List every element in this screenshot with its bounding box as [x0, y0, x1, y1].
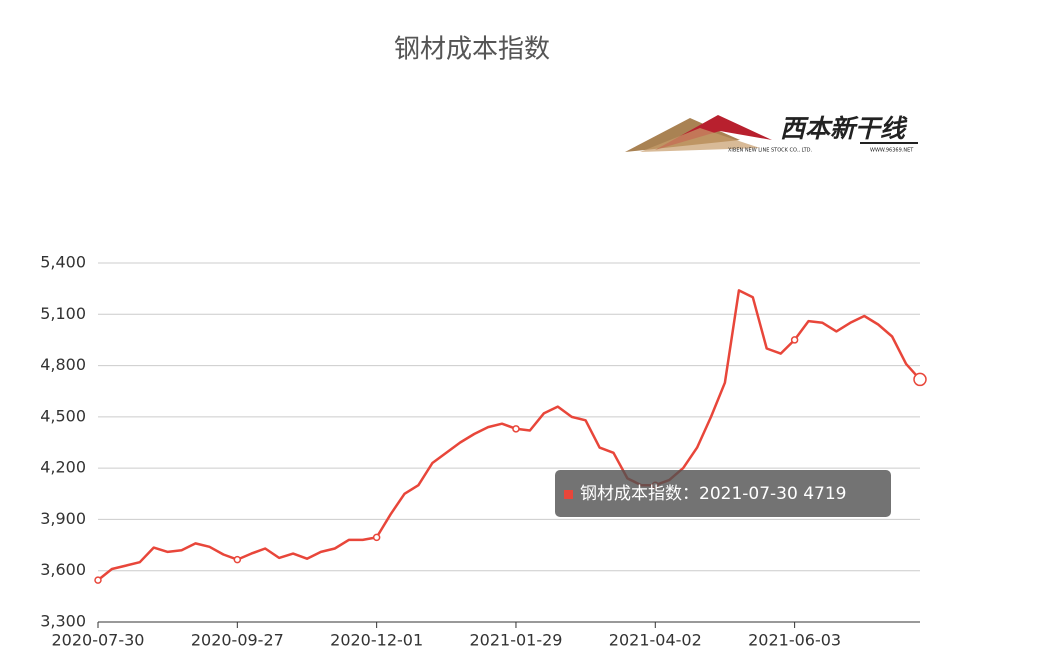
x-tick-label: 2021-06-03 [748, 631, 841, 650]
y-tick-label: 3,300 [40, 612, 86, 631]
chart-title: 钢材成本指数 [394, 35, 550, 65]
x-tick-label: 2020-09-27 [191, 631, 284, 650]
logo: 西本新干线 XIBEN NEW LINE STOCK CO., LTD. WWW… [625, 114, 918, 154]
y-tick-label: 3,900 [40, 509, 86, 528]
tooltip: 钢材成本指数：2021-07-30 4719 [555, 470, 891, 517]
logo-company: XIBEN NEW LINE STOCK CO., LTD. [728, 148, 813, 154]
y-tick-label: 4,200 [40, 458, 86, 477]
point [512, 425, 520, 433]
tooltip-swatch [564, 490, 573, 499]
logo-shape [640, 128, 760, 152]
x-tick-label: 2021-01-29 [469, 631, 562, 650]
logo-name: 西本新干线 [780, 114, 908, 143]
point [94, 576, 102, 584]
tooltip-label: 钢材成本指数：2021-07-30 [580, 484, 798, 504]
x-tick-label: 2021-04-02 [609, 631, 702, 650]
tooltip-text: 钢材成本指数：2021-07-30 4719 [580, 484, 846, 504]
y-tick-label: 4,500 [40, 406, 86, 425]
x-tick-label: 2020-12-01 [330, 631, 423, 650]
y-tick-label: 4,800 [40, 355, 86, 374]
tooltip-box [555, 470, 891, 517]
point [233, 555, 242, 564]
line [97, 289, 921, 582]
y-tick-label: 5,400 [40, 253, 86, 272]
point [372, 533, 381, 542]
point [913, 372, 927, 387]
logo-site: WWW.96369.NET [870, 148, 914, 154]
y-tick-label: 3,600 [40, 560, 86, 579]
x-tick-label: 2020-07-30 [52, 631, 145, 650]
point [790, 336, 799, 344]
y-tick-label: 5,100 [40, 304, 86, 323]
tooltip-value: 4719 [803, 484, 846, 504]
